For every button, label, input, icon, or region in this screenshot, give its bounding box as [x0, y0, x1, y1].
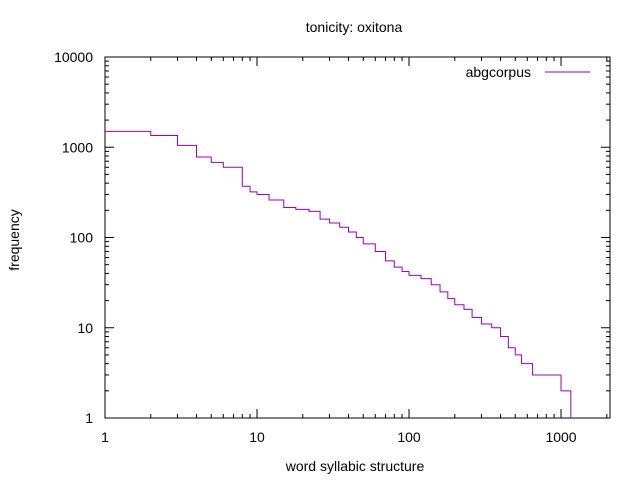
x-tick-label: 1 — [101, 429, 109, 445]
y-tick-label: 100 — [70, 230, 94, 246]
x-tick-label: 10 — [249, 429, 265, 445]
series-layer — [105, 130, 572, 418]
y-tick-label: 10000 — [54, 49, 93, 65]
legend: abgcorpus — [466, 64, 590, 80]
x-tick-label: 100 — [397, 429, 421, 445]
x-axis-ticks: 1 10 100 1000 — [101, 57, 608, 445]
y-tick-label: 1000 — [62, 139, 93, 155]
x-axis-label: word syllabic structure — [285, 458, 425, 474]
legend-label: abgcorpus — [466, 64, 531, 80]
y-axis-ticks: 1 10 100 1000 10000 — [54, 49, 610, 426]
x-tick-label: 1000 — [545, 429, 576, 445]
y-tick-label: 1 — [85, 410, 93, 426]
y-axis-label: frequency — [6, 209, 22, 270]
series-line-abgcorpus — [105, 130, 572, 418]
chart-title: tonicity: oxitona — [306, 19, 403, 35]
y-tick-label: 10 — [77, 320, 93, 336]
